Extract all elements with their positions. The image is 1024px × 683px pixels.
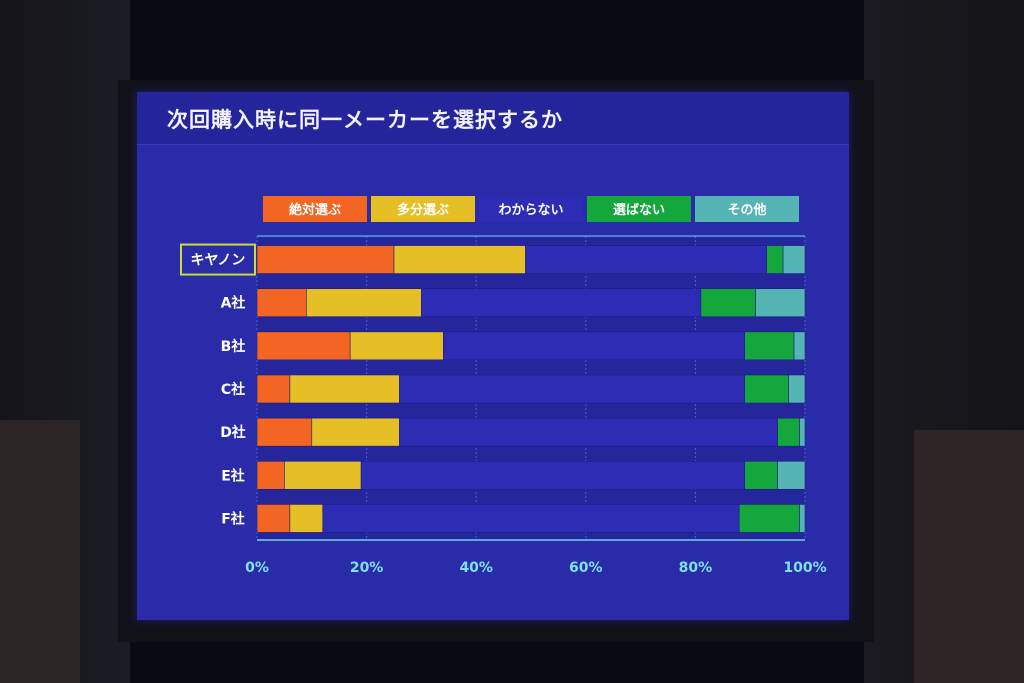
category-label: A社 (221, 295, 246, 312)
bar-segment (360, 460, 746, 490)
bar-segment (349, 331, 444, 361)
title-band: 次回購入時に同一メーカーを選択するか (137, 92, 849, 145)
bar-segment (755, 288, 806, 318)
bar-segment (256, 374, 291, 404)
bar-segment (788, 374, 806, 404)
legend-swatch (479, 196, 583, 222)
bar-segment (256, 245, 395, 274)
legend-swatch (587, 196, 691, 222)
legend-swatch (371, 196, 475, 222)
tick-label: 20% (350, 560, 384, 576)
bar-segment (793, 331, 806, 361)
bar-segment (777, 460, 806, 490)
tick-label: 60% (569, 560, 603, 576)
bar-segment (393, 245, 526, 274)
bar-segment (744, 374, 789, 404)
bar-segment (289, 374, 400, 404)
bar-segment (256, 331, 351, 361)
legend-label: 多分選ぶ (397, 202, 449, 218)
category-label: D社 (220, 424, 246, 441)
bar-segment (766, 245, 784, 274)
legend-swatch (695, 196, 799, 222)
bar-segment (799, 417, 806, 447)
bar-segment (799, 504, 806, 533)
bar-segment (738, 504, 800, 533)
bar-segment (284, 460, 362, 490)
category-label: キヤノン (191, 253, 246, 269)
category-label: F社 (221, 510, 245, 527)
bar-segment (256, 504, 291, 533)
legend-label: 選ばない (613, 202, 665, 218)
bar-segment (421, 288, 702, 318)
bar-segment (256, 417, 313, 447)
bar-segment (700, 288, 756, 318)
legend-label: 絶対選ぶ (288, 202, 341, 218)
bar-segment (256, 460, 285, 490)
tick-label: 40% (459, 560, 493, 576)
bar-segment (289, 504, 324, 533)
bar-segment (256, 288, 307, 318)
tick-label: 0% (245, 560, 269, 576)
presentation-slide: 次回購入時に同一メーカーを選択するか 絶対選ぶ 多分選ぶ わからない 選ばない その他キ… (137, 92, 849, 620)
room-wall-left-lower (0, 420, 80, 683)
bar-segment (782, 245, 806, 274)
room-wall-right-lower (914, 430, 1024, 683)
legend-label: わからない (498, 203, 563, 218)
bar-segment (525, 245, 767, 274)
bar-segment (399, 374, 746, 404)
bar-segment (322, 504, 740, 533)
slide-title: 次回購入時に同一メーカーを選択するか (167, 108, 563, 132)
bar-segment (744, 331, 795, 361)
category-label: C社 (221, 381, 245, 398)
bar-segment (306, 288, 422, 318)
legend-label: その他 (727, 202, 766, 218)
bar-segment (443, 331, 746, 361)
tick-label: 80% (679, 560, 713, 576)
tick-label: 100% (783, 560, 826, 576)
bar-segment (399, 417, 778, 447)
category-label: E社 (221, 467, 245, 484)
bar-segment (311, 417, 400, 447)
highlight-box (180, 243, 256, 276)
bar-segment (744, 460, 778, 490)
legend-swatch (263, 196, 367, 222)
bar-segment (777, 417, 800, 447)
category-label: B社 (221, 338, 246, 355)
